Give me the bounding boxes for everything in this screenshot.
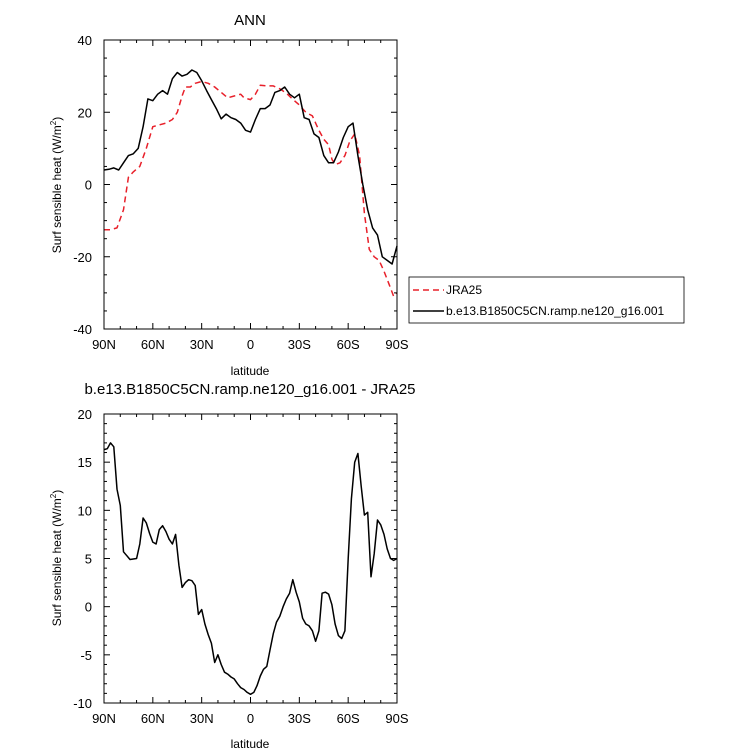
top-plot-area <box>103 69 398 298</box>
bottom-y-tick-label: -10 <box>73 696 92 711</box>
top-y-tick-label: 40 <box>78 33 92 48</box>
top-y-ticks: -40 -20 0 20 40 <box>73 33 397 337</box>
top-y-tick-label: 20 <box>78 105 92 120</box>
top-x-tick-label: 30S <box>288 337 311 352</box>
top-y-axis-label-close: ) <box>50 117 64 121</box>
bottom-y-tick-label: 0 <box>85 600 92 615</box>
top-chart-title: ANN <box>234 12 266 29</box>
top-x-tick-label: 60S <box>337 337 360 352</box>
top-series-line-jra25 <box>104 80 398 298</box>
top-y-tick-label: 0 <box>85 178 92 193</box>
bottom-x-tick-label: 90N <box>92 711 116 726</box>
bottom-y-axis-label-close: ) <box>50 490 64 494</box>
bottom-y-axis-label: Surf sensible heat (W/m2) <box>49 490 64 627</box>
top-panel: ANN 90N 60N 30N 0 30S 60S 90S -40 -20 0 20 40 lati… <box>49 12 685 378</box>
bottom-panel: b.e13.B1850C5CN.ramp.ne120_g16.001 - JRA… <box>49 381 416 751</box>
bottom-x-tick-label: 0 <box>247 711 254 726</box>
bottom-y-tick-label: 5 <box>85 552 92 567</box>
top-series-line-model <box>103 69 398 265</box>
legend: JRA25 b.e13.B1850C5CN.ramp.ne120_g16.001 <box>408 276 685 324</box>
bottom-x-tick-label: 30S <box>288 711 311 726</box>
bottom-chart-title: b.e13.B1850C5CN.ramp.ne120_g16.001 - JRA… <box>84 381 415 398</box>
top-plot-frame <box>103 39 398 330</box>
bottom-y-tick-label: 20 <box>78 407 92 422</box>
bottom-y-tick-label: 15 <box>78 455 92 470</box>
top-x-tick-label: 30N <box>190 337 214 352</box>
bottom-x-tick-label: 90S <box>385 711 408 726</box>
top-y-axis-label-sup: 2 <box>49 120 58 125</box>
top-x-tick-label: 90S <box>385 337 408 352</box>
bottom-x-tick-label: 60S <box>337 711 360 726</box>
bottom-y-tick-label: -5 <box>80 648 92 663</box>
bottom-x-axis-label: latitude <box>231 737 270 751</box>
bottom-series-line-model <box>103 442 398 696</box>
top-x-tick-label: 90N <box>92 337 116 352</box>
bottom-y-axis-label-main: Surf sensible heat (W/m <box>50 498 64 626</box>
bottom-y-ticks: -10 -5 0 5 10 15 20 <box>73 407 397 711</box>
bottom-plot-frame <box>103 413 398 704</box>
top-y-axis-label-main: Surf sensible heat (W/m <box>50 125 64 253</box>
top-x-tick-label: 60N <box>141 337 165 352</box>
top-y-tick-label: -40 <box>73 322 92 337</box>
bottom-y-axis-label-sup: 2 <box>49 493 58 498</box>
bottom-y-tick-label: 10 <box>78 503 92 518</box>
legend-label-jra25: JRA25 <box>446 283 482 297</box>
top-x-axis-label: latitude <box>231 364 270 378</box>
bottom-x-ticks: 90N 60N 30N 0 30S 60S 90S <box>92 414 409 726</box>
top-x-ticks: 90N 60N 30N 0 30S 60S 90S <box>92 40 409 352</box>
legend-label-model: b.e13.B1850C5CN.ramp.ne120_g16.001 <box>446 304 664 318</box>
bottom-x-tick-label: 30N <box>190 711 214 726</box>
legend-box <box>408 276 685 324</box>
bottom-plot-area <box>103 442 398 696</box>
bottom-x-tick-label: 60N <box>141 711 165 726</box>
top-y-axis-label: Surf sensible heat (W/m2) <box>49 117 64 254</box>
top-x-tick-label: 0 <box>247 337 254 352</box>
top-y-tick-label: -20 <box>73 250 92 265</box>
